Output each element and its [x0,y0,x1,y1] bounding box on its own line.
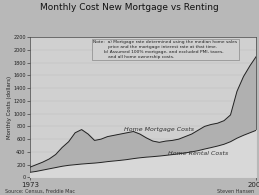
Y-axis label: Monthly Costs (dollars): Monthly Costs (dollars) [7,76,12,139]
Text: Steven Hansen: Steven Hansen [217,189,254,194]
Text: Home Rental Costs: Home Rental Costs [168,151,228,156]
Text: Source: Census, Freddie Mac: Source: Census, Freddie Mac [5,189,75,194]
Text: Note:  a) Mortgage rate determined using the median home sales
           price : Note: a) Mortgage rate determined using … [93,40,237,59]
Text: Monthly Cost New Mortgage vs Renting: Monthly Cost New Mortgage vs Renting [40,3,219,12]
Text: Home Mortgage Costs: Home Mortgage Costs [124,127,194,132]
